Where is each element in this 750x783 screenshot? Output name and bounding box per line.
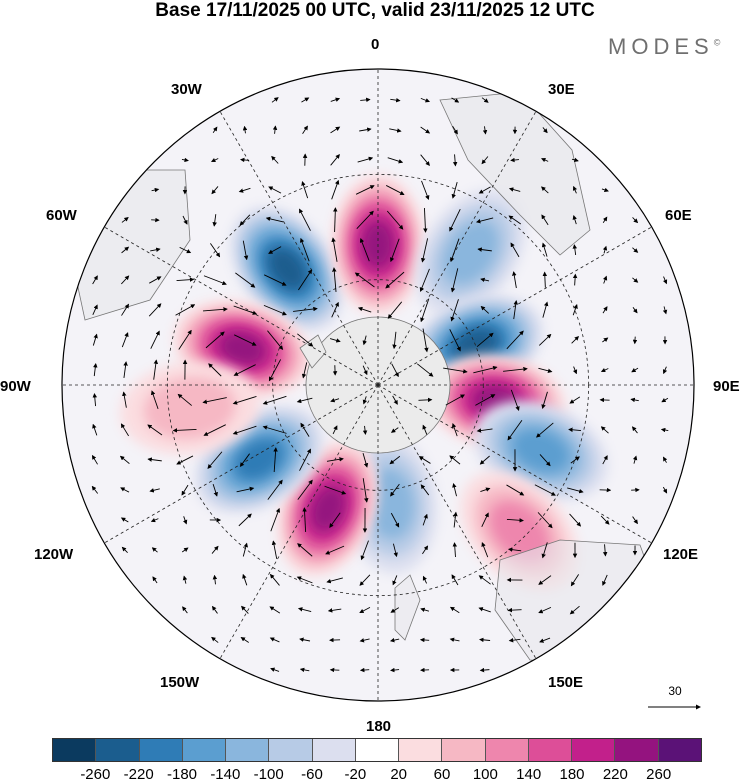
color-scale-label: 20 xyxy=(390,766,407,783)
color-scale-label: -220 xyxy=(123,766,154,783)
color-scale-label: 180 xyxy=(559,766,585,783)
lon-label-30w: 30W xyxy=(171,81,202,98)
wind-reference-label: 30 xyxy=(668,684,682,698)
anomaly-neg-south-atlantic xyxy=(230,206,344,331)
color-swatch xyxy=(53,739,96,761)
lon-label-30e: 30E xyxy=(548,81,575,98)
color-scale-label: -140 xyxy=(210,766,241,783)
color-swatch xyxy=(614,739,658,761)
color-swatch xyxy=(268,739,312,761)
lon-label-180: 180 xyxy=(366,718,392,735)
lon-label-60w: 60W xyxy=(46,207,77,224)
color-scale-label: 260 xyxy=(646,766,672,783)
color-scale-labels: -260 -220 -180 -140 -100 -60 -20 20 60 100 140 180 2… xyxy=(0,766,750,783)
color-swatch xyxy=(225,739,269,761)
color-swatch xyxy=(311,739,355,761)
color-scale-label: -100 xyxy=(253,766,284,783)
color-swatch xyxy=(657,739,701,761)
antarctic-peninsula xyxy=(299,334,327,369)
anomaly-neg-pacific-central xyxy=(194,405,324,514)
color-scale-label: -60 xyxy=(301,766,323,783)
anomaly-field xyxy=(120,174,608,592)
color-scale-label: 100 xyxy=(472,766,498,783)
brand-name: MODES xyxy=(608,34,714,59)
color-scale-label: -20 xyxy=(344,766,367,783)
color-scale-label: -260 xyxy=(80,766,111,783)
lon-label-150w: 150W xyxy=(160,674,200,691)
color-scale xyxy=(52,738,702,762)
color-swatch xyxy=(398,739,442,761)
lon-label-90e: 90E xyxy=(713,378,740,395)
color-scale-label: 140 xyxy=(516,766,542,783)
lon-label-120e: 120E xyxy=(663,546,699,563)
color-swatch xyxy=(441,739,485,761)
wind-vectors xyxy=(91,97,669,673)
lon-label-90w: 90W xyxy=(0,378,31,395)
color-swatch xyxy=(181,739,226,761)
brand-mark: © xyxy=(713,37,721,48)
color-scale-label: 60 xyxy=(433,766,451,783)
color-scale-label: -180 xyxy=(166,766,198,783)
lon-label-150e: 150E xyxy=(548,674,584,691)
color-swatch xyxy=(484,739,528,761)
color-swatch xyxy=(527,739,572,761)
lon-label-60e: 60E xyxy=(665,207,692,224)
lon-label-120w: 120W xyxy=(34,546,74,563)
map-border xyxy=(61,68,695,702)
new-zealand xyxy=(394,574,421,641)
color-swatch xyxy=(138,739,182,761)
color-scale-label: 220 xyxy=(602,766,628,783)
brand-logo: MODES© xyxy=(608,34,720,60)
lon-label-0: 0 xyxy=(371,36,380,53)
color-swatch xyxy=(95,739,139,761)
color-swatch xyxy=(354,739,399,761)
color-swatch xyxy=(571,739,615,761)
map-title: Base 17/11/2025 00 UTC, valid 23/11/2025… xyxy=(155,0,595,21)
